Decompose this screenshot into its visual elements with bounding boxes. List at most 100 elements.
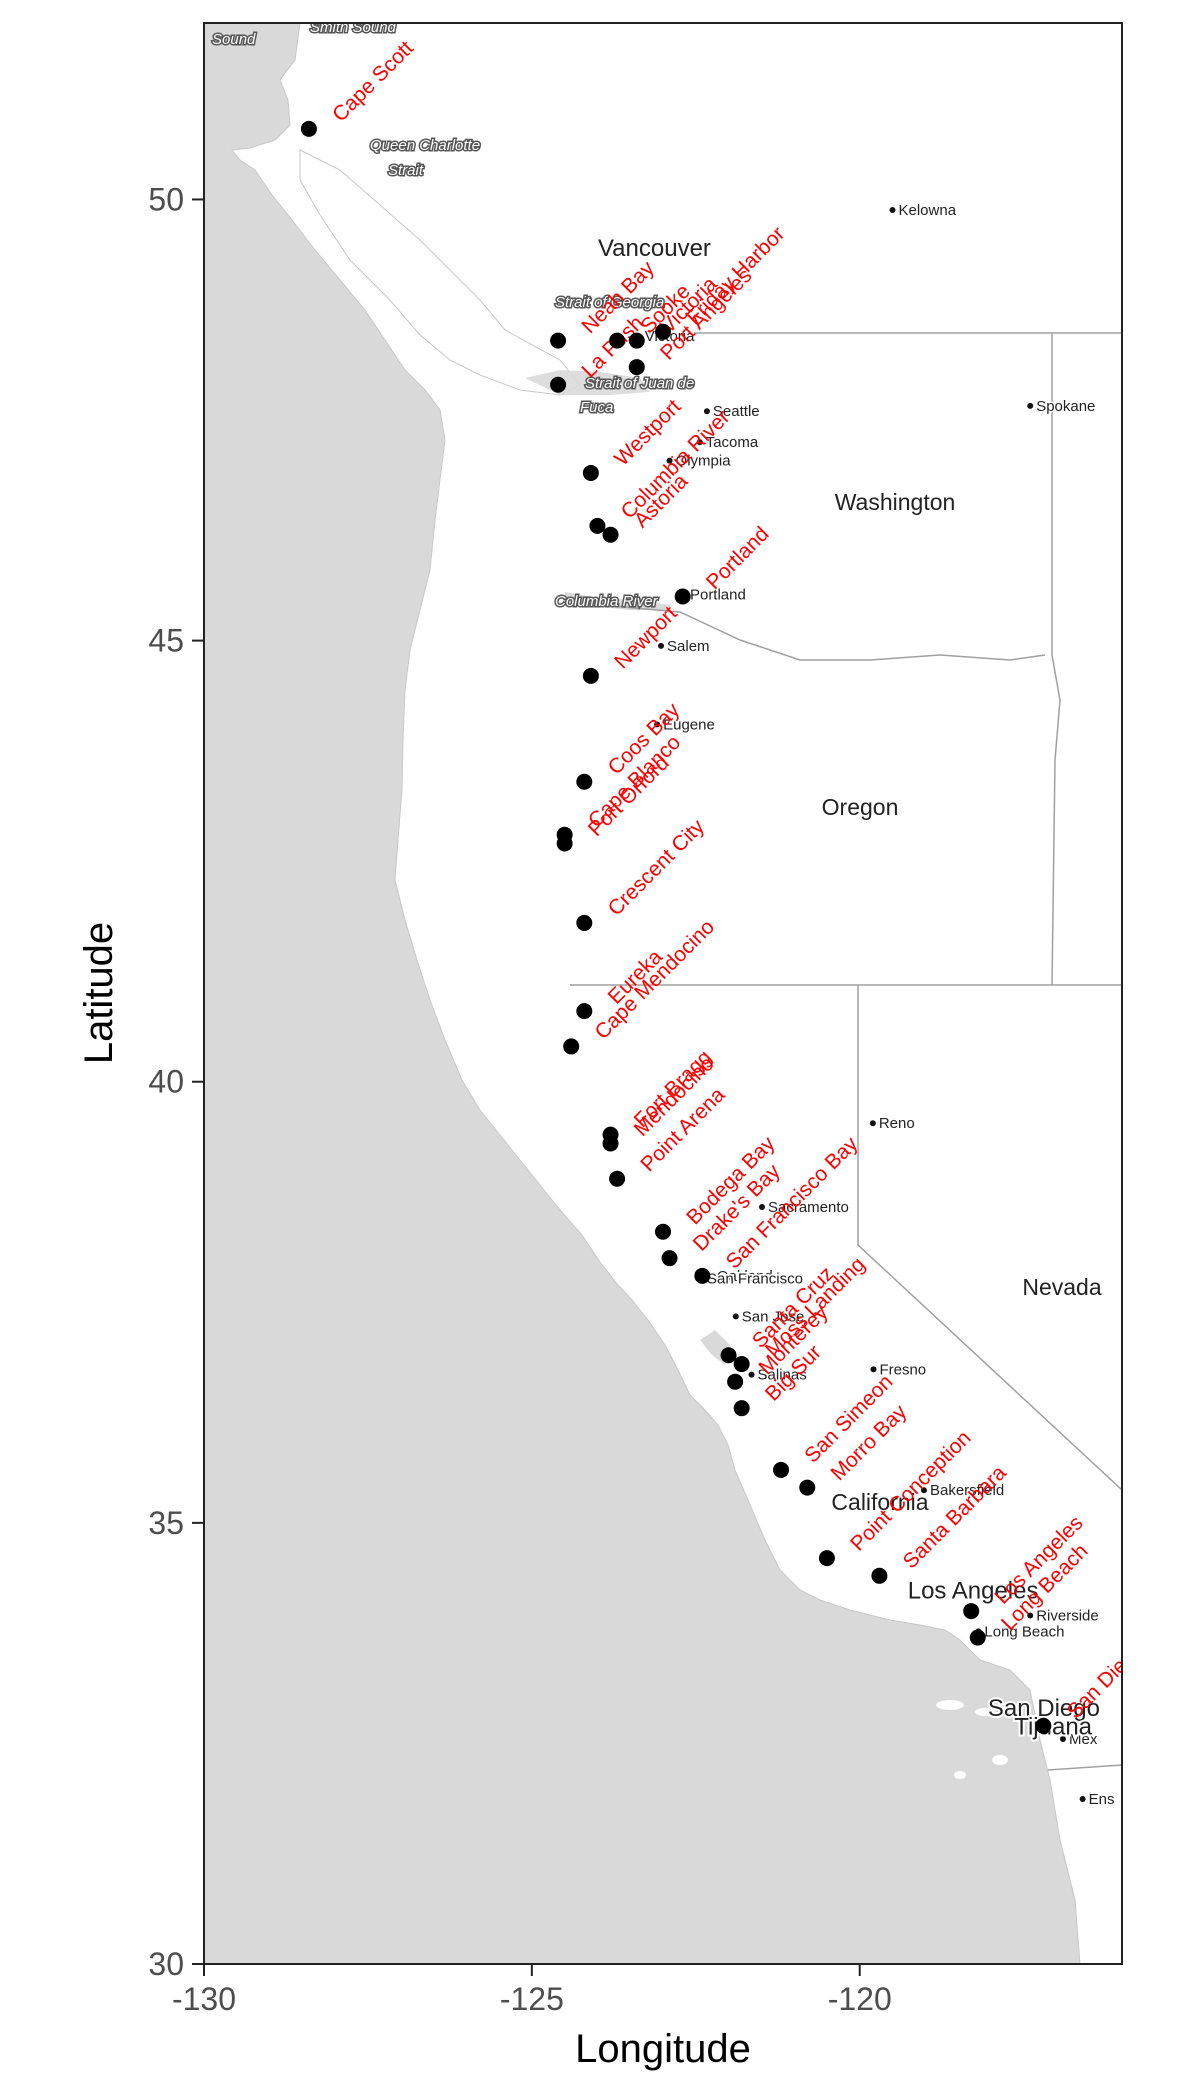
city-label: Eugene <box>663 716 715 733</box>
data-point <box>661 1250 678 1267</box>
data-point <box>963 1603 980 1620</box>
data-point <box>655 1223 671 1240</box>
city-label: Portland <box>690 587 746 604</box>
city-label: Olympia <box>676 453 732 470</box>
city-dot <box>703 408 710 415</box>
city-label: San Jose <box>742 1308 805 1325</box>
city-dot <box>1027 402 1034 409</box>
data-point <box>609 332 626 349</box>
axes: -130 -125 -120 30 35 40 45 50 <box>148 181 891 2017</box>
data-point <box>733 1400 750 1417</box>
data-point <box>582 667 599 684</box>
city-label: Tijuana <box>1014 1714 1092 1741</box>
y-tick-label: 45 <box>148 623 184 659</box>
data-point <box>655 323 671 340</box>
data-point <box>550 332 567 349</box>
city-dot <box>654 721 661 728</box>
wa-or-border <box>599 604 1046 661</box>
water-label: Strait <box>388 162 424 179</box>
region-label: Oregon <box>822 794 899 820</box>
data-point <box>1035 1717 1052 1734</box>
data-point <box>694 1267 711 1284</box>
ca-nv-border <box>857 985 1122 1491</box>
city-labels: VancouverVictoriaKelownaSpokaneSeattleTa… <box>596 201 1116 1810</box>
data-point <box>674 588 691 605</box>
data-point <box>628 359 645 376</box>
data-point <box>609 1170 626 1187</box>
data-point <box>576 1003 593 1020</box>
city-dot <box>696 439 703 446</box>
city-dot <box>1059 1736 1066 1743</box>
region-label: Nevada <box>1022 1274 1101 1300</box>
y-tick-label: 50 <box>148 181 184 217</box>
channel-island <box>936 1700 964 1710</box>
city-label: Spokane <box>1036 398 1095 415</box>
columbia-river <box>565 592 670 610</box>
city-label: Oakland <box>717 1268 773 1285</box>
plot-area: Sound Smith Sound Queen Charlotte Strait Str… <box>204 19 1122 1964</box>
city-label: Los Angeles <box>908 1578 1039 1605</box>
channel-island <box>954 1771 966 1779</box>
city-dot <box>732 1313 739 1320</box>
data-point <box>589 517 606 534</box>
data-point <box>602 1135 619 1152</box>
water-label: Strait of Juan de <box>585 375 694 392</box>
water-label: Columbia River <box>555 593 659 610</box>
plot-border <box>203 22 1123 1965</box>
data-point <box>602 526 619 543</box>
city-label: Bakersfield <box>930 1482 1004 1499</box>
city-dot <box>748 1371 755 1378</box>
city-dot <box>869 1120 876 1127</box>
x-axis-title: Longitude <box>575 2027 751 2071</box>
data-point <box>576 773 593 790</box>
city-dot <box>1027 1612 1034 1619</box>
water-label: Sound <box>212 31 256 48</box>
data-point <box>969 1629 986 1646</box>
data-point <box>773 1461 790 1478</box>
water-label: Smith Sound <box>310 19 397 36</box>
city-label: Sacramento <box>768 1199 849 1216</box>
city-dot <box>889 207 896 214</box>
city-dot <box>759 1204 766 1211</box>
data-point <box>871 1567 888 1584</box>
city-label: San Francisco <box>707 1270 803 1287</box>
city-label: Kelowna <box>899 202 957 219</box>
region-label: Washington <box>835 489 956 515</box>
y-tick-label: 35 <box>148 1505 184 1541</box>
city-dot <box>920 1487 927 1494</box>
city-label: Reno <box>879 1115 915 1132</box>
city-label: Long Beach <box>984 1623 1064 1640</box>
data-point <box>720 1347 737 1364</box>
water-label: Strait of Georgia <box>555 294 664 311</box>
city-label: Tacoma <box>706 434 759 451</box>
data-point <box>550 376 567 393</box>
data-point <box>727 1373 744 1390</box>
state-borders <box>570 332 1122 1771</box>
channel-island <box>975 1708 995 1716</box>
x-tick-label: -120 <box>828 1981 892 2017</box>
data-point <box>563 1038 580 1055</box>
y-axis-title: Latitude <box>77 922 121 1064</box>
land <box>231 23 1122 1964</box>
city-dot <box>658 642 665 649</box>
data-point <box>733 1356 750 1373</box>
data-points <box>300 120 1052 1734</box>
us-mexico-border <box>1047 1764 1122 1771</box>
city-label: Seattle <box>713 403 760 420</box>
x-tick-label: -130 <box>172 1981 236 2017</box>
city-label: Ens <box>1089 1791 1115 1808</box>
city-dot <box>1079 1796 1086 1803</box>
data-point <box>628 332 645 349</box>
water-label: Queen Charlotte <box>370 137 480 154</box>
data-point <box>799 1479 816 1496</box>
wa-id-border <box>1051 333 1061 986</box>
city-label: Riverside <box>1036 1608 1099 1625</box>
x-tick-label: -125 <box>500 1981 564 2017</box>
water-label: Fuca <box>580 399 613 416</box>
data-point <box>582 464 599 481</box>
data-point <box>300 120 317 137</box>
city-label: Vancouver <box>598 235 711 262</box>
city-label: Salem <box>667 638 710 655</box>
city-dot <box>870 1366 877 1373</box>
